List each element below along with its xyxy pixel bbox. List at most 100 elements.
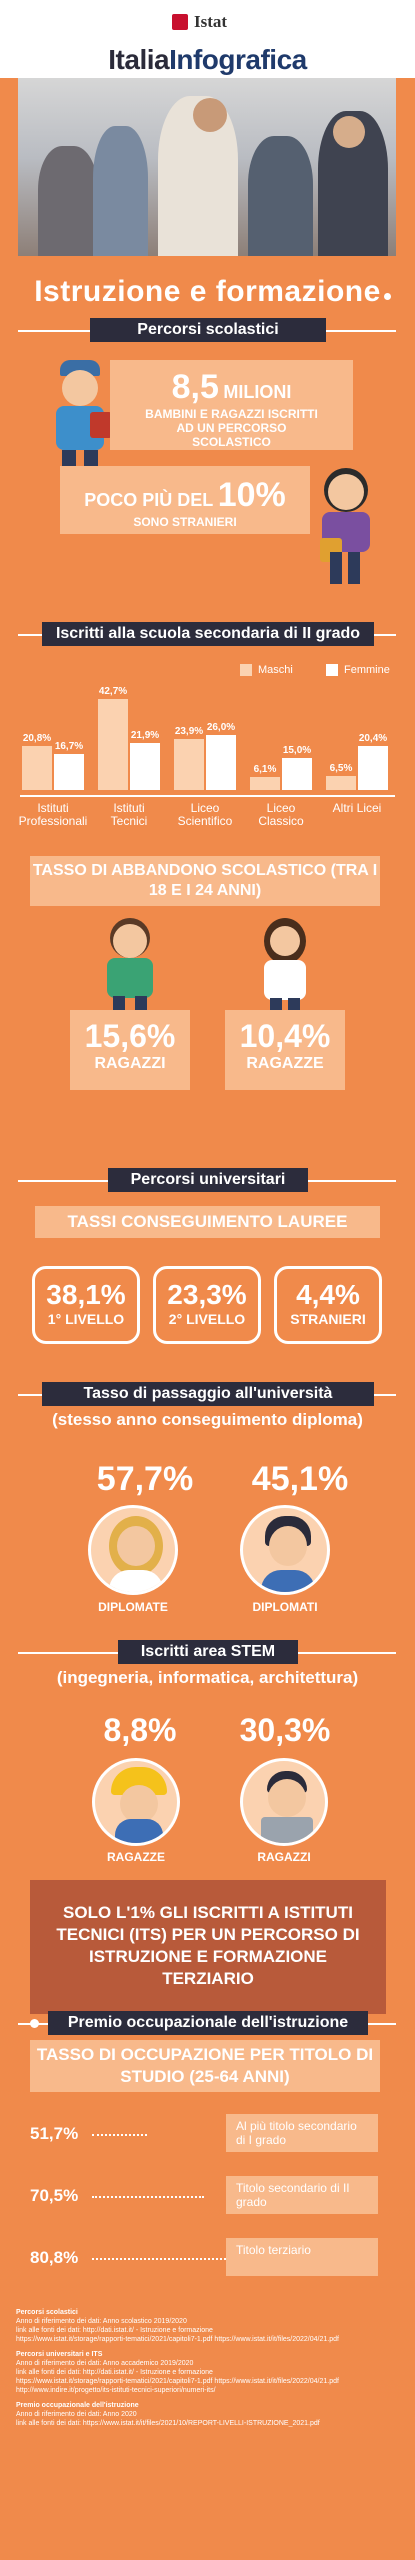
lauree-1-val: 38,1% — [46, 1279, 126, 1310]
footnote-line[interactable]: https://www.istat.it/storage/rapporti-te… — [16, 2336, 339, 2343]
section-percorsi-universitari: Percorsi universitari — [108, 1168, 308, 1192]
bar-value-label: 23,9% — [174, 726, 204, 737]
bar-femmine — [358, 746, 388, 790]
lauree-1-label: 1° LIVELLO — [47, 1311, 125, 1327]
bar-maschi — [326, 776, 356, 790]
bar-value-label: 20,4% — [358, 733, 388, 744]
footnote-heading: Premio occupazionale dell'istruzione — [16, 2402, 139, 2409]
occupazione-row: 80,8% Titolo terziario — [0, 2234, 415, 2284]
lauree-2-label: 2° LIVELLO — [168, 1311, 246, 1327]
girl-illustration — [312, 468, 382, 588]
bar-maschi — [174, 739, 204, 790]
section-stem-sub: (ingegneria, informatica, architettura) — [56, 1668, 359, 1687]
stranieri-text: SONO STRANIERI — [133, 515, 237, 529]
header: Istat ItaliaInfografica — [0, 0, 415, 78]
stem-ragazze-val: 8,8% — [103, 1712, 177, 1748]
iscritti-num: 8,5 — [171, 368, 219, 406]
abbandono-ragazze: 10,4% RAGAZZE — [225, 1010, 345, 1090]
occupazione-leader — [92, 2196, 204, 2198]
title-dot — [384, 293, 391, 300]
lauree-2-livello: 23,3% 2° LIVELLO — [153, 1266, 261, 1344]
occupazione-value: 70,5% — [30, 2186, 79, 2205]
footnotes: Percorsi scolastici Anno di riferimento d… — [16, 2302, 396, 2502]
category-label: Istituti Tecnici — [110, 801, 148, 828]
lauree-1-livello: 38,1% 1° LIVELLO — [32, 1266, 140, 1344]
chart-baseline — [20, 795, 395, 797]
diplomate-label: DIPLOMATE — [98, 1600, 168, 1614]
brand-part1: Italia — [108, 44, 170, 75]
occupazione-title: TASSO DI OCCUPAZIONE PER TITOLO DI STUDI… — [30, 2040, 380, 2092]
bar-value-label: 16,7% — [54, 741, 84, 752]
lauree-stranieri-label: STRANIERI — [290, 1311, 366, 1327]
category-label: Liceo Classico — [258, 801, 304, 828]
section-iscritti-secondaria: Iscritti alla scuola secondaria di II gr… — [42, 622, 374, 646]
legend-swatch-maschi — [240, 664, 252, 676]
category-label: Altri Licei — [332, 801, 382, 815]
abbandono-ragazzi: 15,6% RAGAZZI — [70, 1010, 190, 1090]
bar-value-label: 6,5% — [329, 763, 353, 774]
footnote-line[interactable]: Anno di riferimento dei dati: Anno 2020 — [16, 2411, 137, 2418]
footnote-line[interactable]: https://www.istat.it/storage/rapporti-te… — [16, 2378, 339, 2385]
diplomati-label: DIPLOMATI — [252, 1600, 318, 1614]
diplomate-avatar — [88, 1505, 178, 1595]
bar-femmine — [54, 754, 84, 790]
bar-femmine — [282, 758, 312, 790]
footnote-line[interactable]: link alle fonti dei dati: http://dati.is… — [16, 2327, 213, 2334]
bar-value-label: 42,7% — [98, 686, 128, 697]
abbandono-ragazzi-label: RAGAZZI — [94, 1055, 166, 1072]
footnote-line[interactable]: http://www.indire.it/progetto/its-istitu… — [16, 2387, 216, 2394]
bar-value-label: 15,0% — [282, 745, 312, 756]
section-percorsi-scolastici: Percorsi scolastici — [90, 318, 326, 342]
logo-text: Istat — [194, 12, 228, 31]
abbandono-ragazze-label: RAGAZZE — [246, 1055, 324, 1072]
footnote-line[interactable]: link alle fonti dei dati: http://dati.is… — [16, 2369, 213, 2376]
legend-label-maschi: Maschi — [258, 664, 293, 676]
stat-iscritti: 8,5 MILIONI BAMBINI E RAGAZZI ISCRITTI A… — [110, 360, 353, 450]
footnote-line[interactable]: Anno di riferimento dei dati: Anno scola… — [16, 2318, 187, 2325]
istat-mark-icon — [172, 14, 188, 30]
passaggio-diplomate-val: 57,7% — [96, 1460, 194, 1498]
section-stem: Iscritti area STEM — [118, 1640, 298, 1664]
diplomati-avatar — [240, 1505, 330, 1595]
abbandono-ragazzi-val: 15,6% — [84, 1018, 176, 1054]
legend-swatch-femmine — [326, 664, 338, 676]
premio-dot — [30, 2019, 39, 2028]
occupazione-leader — [92, 2258, 234, 2260]
stat-stranieri: POCO PIÙ DEL 10% SONO STRANIERI — [60, 466, 310, 534]
abbandono-ragazze-val: 10,4% — [239, 1018, 331, 1054]
its-box: SOLO L'1% GLI ISCRITTI A ISTITUTI TECNIC… — [30, 1880, 386, 2014]
lauree-stranieri: 4,4% STRANIERI — [274, 1266, 382, 1344]
footnote-heading: Percorsi universitari e ITS — [16, 2351, 103, 2358]
iscritti-text: BAMBINI E RAGAZZI ISCRITTI AD UN PERCORS… — [145, 407, 318, 449]
footnote-line[interactable]: Anno di riferimento dei dati: Anno accad… — [16, 2360, 194, 2367]
stem-ragazzi-label: RAGAZZI — [257, 1850, 311, 1864]
istat-logo[interactable]: Istat — [172, 12, 242, 34]
abbandono-title: TASSO DI ABBANDONO SCOLASTICO (TRA I 18 … — [30, 856, 380, 906]
girl-abbandono-illustration — [250, 918, 320, 1018]
occupazione-value: 51,7% — [30, 2124, 79, 2143]
occupazione-row: 70,5% Titolo secondario di II grado — [0, 2172, 415, 2222]
section-passaggio-sub: (stesso anno conseguimento diploma) — [52, 1410, 363, 1429]
lauree-title: TASSI CONSEGUIMENTO LAUREE — [35, 1206, 380, 1238]
brand-part2: Infografica — [169, 44, 307, 75]
bar-chart: 20,8% 16,7% 42,7% 21,9% 23,9% 26,0% 6,1% 15,0% 6… — [20, 680, 400, 790]
category-label: Istituti Professionali — [18, 801, 88, 828]
iscritti-unit: MILIONI — [223, 382, 292, 402]
stem-ragazze-avatar — [92, 1758, 180, 1846]
footnote-heading: Percorsi scolastici — [16, 2309, 78, 2316]
page-title: Istruzione e formazione — [34, 275, 381, 308]
bar-maschi — [98, 699, 128, 790]
stem-ragazzi-avatar — [240, 1758, 328, 1846]
chart-legend: Maschi Femmine — [240, 664, 390, 678]
bar-femmine — [206, 735, 236, 790]
occupazione-value: 80,8% — [30, 2248, 79, 2267]
occupazione-row: 51,7% Al più titolo secondario di I grado — [0, 2110, 415, 2160]
lauree-2-val: 23,3% — [167, 1279, 247, 1310]
occupazione-rows: 51,7% Al più titolo secondario di I grado… — [0, 2110, 415, 2280]
occupazione-leader — [92, 2134, 147, 2136]
section-passaggio: Tasso di passaggio all'università — [42, 1382, 374, 1406]
chart-categories: Istituti Professionali Istituti Tecnici Li… — [18, 801, 400, 832]
stem-ragazze-label: RAGAZZE — [107, 1850, 165, 1864]
footnote-line[interactable]: link alle fonti dei dati: https://www.is… — [16, 2420, 320, 2427]
hero-photo — [18, 78, 396, 256]
